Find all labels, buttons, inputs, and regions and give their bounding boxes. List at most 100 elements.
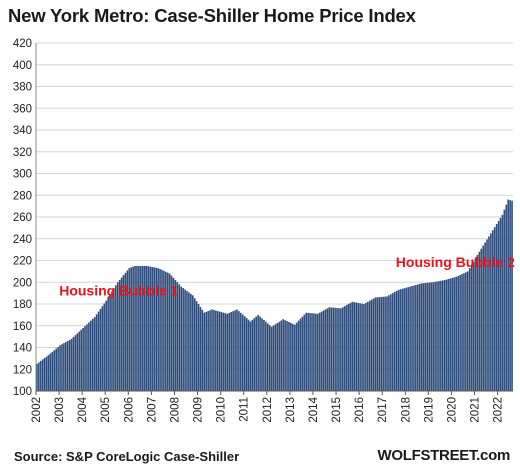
bar [455, 276, 458, 391]
x-tick-label: 2006 [123, 397, 135, 423]
bar [341, 307, 344, 391]
bar [361, 303, 363, 391]
bar [482, 245, 484, 391]
bar [166, 272, 169, 391]
bar [288, 321, 290, 391]
bar [226, 313, 229, 391]
bar [165, 271, 167, 391]
bar [253, 318, 256, 391]
bar [86, 324, 88, 391]
chart-title: New York Metro: Case-Shiller Home Price … [8, 5, 416, 26]
bar [111, 291, 113, 391]
bar [38, 362, 40, 391]
bar [280, 320, 283, 391]
bar [434, 281, 436, 391]
bar [66, 340, 69, 391]
bar [416, 284, 419, 391]
bar [53, 350, 56, 391]
bar [199, 306, 202, 391]
bar [232, 311, 234, 391]
bar [228, 312, 231, 391]
bar [286, 321, 288, 391]
bar [193, 298, 196, 391]
bar [324, 309, 327, 391]
bar [88, 322, 90, 391]
bar [276, 323, 279, 391]
bar [490, 233, 492, 391]
bar [297, 320, 300, 391]
bar [311, 313, 313, 391]
bar [345, 305, 348, 391]
bar [495, 224, 498, 391]
x-tick-label: 2011 [239, 397, 251, 422]
bar [480, 248, 483, 391]
bar [70, 338, 73, 391]
bar [153, 267, 156, 391]
bar [90, 320, 92, 391]
bar [130, 267, 133, 391]
bar [245, 317, 248, 391]
y-tick-label: 200 [13, 277, 32, 289]
bar [201, 309, 204, 391]
bar [318, 312, 321, 391]
bar [126, 270, 129, 391]
x-tick-label: 2002 [31, 397, 43, 423]
bar [493, 227, 496, 391]
bar [305, 312, 308, 391]
bar [403, 288, 406, 391]
bar [268, 325, 271, 391]
bar [430, 282, 433, 391]
bar [134, 265, 136, 391]
x-tick-label: 2017 [377, 397, 389, 423]
bar [220, 312, 223, 391]
y-tick-label: 100 [13, 386, 32, 398]
bar [234, 310, 236, 391]
bar [316, 313, 319, 391]
y-tick-label: 300 [13, 169, 32, 181]
bar [63, 343, 65, 391]
bar [503, 209, 506, 391]
bar [501, 214, 504, 391]
bar [395, 290, 398, 391]
bar [157, 268, 159, 391]
bar [163, 270, 165, 391]
bar [159, 269, 161, 391]
bar [441, 280, 444, 391]
bar [41, 359, 44, 391]
bar [393, 292, 396, 391]
bar [443, 280, 446, 391]
x-tick-label: 2008 [169, 397, 181, 423]
bar [413, 285, 415, 391]
bar [197, 304, 200, 391]
bar [328, 307, 331, 391]
bar [422, 283, 425, 391]
bar [140, 265, 142, 391]
y-tick-label: 120 [13, 364, 32, 376]
bar [118, 279, 121, 391]
bar [122, 275, 125, 391]
bar [315, 313, 317, 391]
bar [36, 363, 38, 391]
bar [230, 312, 233, 391]
bar [84, 326, 86, 391]
bar [338, 308, 340, 391]
bar [453, 277, 456, 391]
bar [278, 321, 281, 391]
bar [47, 355, 50, 391]
bar [466, 271, 469, 391]
bar [249, 321, 252, 391]
bar [295, 322, 298, 391]
bar [438, 281, 440, 391]
bar [215, 310, 217, 391]
x-tick-label: 2016 [354, 397, 366, 423]
bar [497, 220, 500, 391]
bar [299, 318, 302, 391]
bar [95, 314, 98, 391]
x-tick-label: 2015 [331, 397, 343, 423]
x-tick-label: 2014 [308, 396, 320, 422]
bar [445, 279, 448, 391]
bar [326, 308, 329, 391]
bar [65, 342, 67, 391]
bar [391, 293, 394, 391]
